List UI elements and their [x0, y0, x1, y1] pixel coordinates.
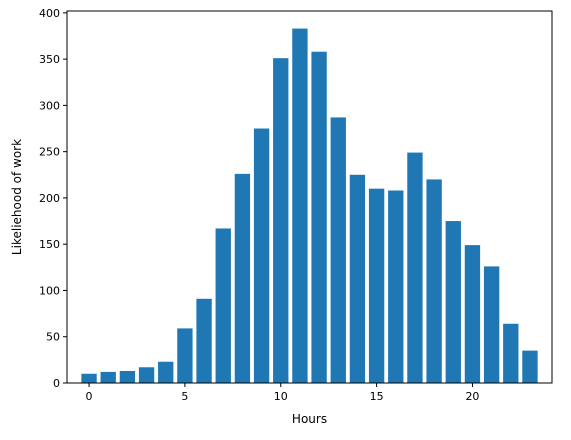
bar-hour-17 [407, 152, 423, 383]
x-axis-label: Hours [292, 412, 327, 426]
bar-hour-19 [445, 221, 461, 383]
bar-hour-12 [311, 51, 327, 383]
x-tick-label: 0 [86, 390, 93, 403]
y-axis-label: Likeliehood of work [10, 139, 24, 255]
bar-hour-21 [483, 266, 500, 383]
y-tick-label: 0 [53, 377, 60, 390]
plot-frame [66, 10, 553, 384]
y-tick-label: 50 [46, 331, 60, 344]
x-tick-label: 10 [274, 390, 288, 403]
bar-hour-0 [81, 373, 97, 383]
x-tick-label: 20 [465, 390, 479, 403]
y-tick-label: 100 [39, 284, 60, 297]
y-tick-label: 400 [39, 7, 60, 20]
bar-hour-16 [388, 190, 404, 383]
bar-hour-5 [177, 328, 193, 383]
bars-layer [81, 28, 538, 384]
bar-hour-13 [330, 117, 346, 384]
bar-hour-11 [292, 28, 308, 384]
bar-hour-3 [138, 367, 155, 383]
bar-hour-7 [215, 228, 231, 383]
bar-hour-23 [522, 350, 538, 383]
bar-hour-20 [464, 245, 481, 383]
x-tick-label: 15 [370, 390, 384, 403]
bar-hour-9 [253, 128, 270, 383]
x-axis-ticks: 0 5 10 15 20 [86, 383, 479, 403]
bar-hour-14 [349, 174, 366, 383]
bar-hour-4 [158, 361, 174, 383]
y-tick-label: 250 [39, 146, 60, 159]
y-tick-label: 300 [39, 99, 60, 112]
y-tick-label: 150 [39, 238, 60, 251]
y-tick-label: 200 [39, 192, 60, 205]
bar-hour-18 [426, 179, 442, 383]
bar-hour-6 [196, 298, 212, 383]
bar-hour-1 [100, 371, 116, 383]
bar-hour-8 [234, 173, 251, 383]
bar-hour-15 [368, 188, 385, 383]
bar-hour-22 [503, 323, 519, 383]
y-tick-label: 350 [39, 53, 60, 66]
bar-hour-10 [273, 58, 289, 383]
y-axis-ticks: 0 50 100 150 200 250 300 350 400 [39, 7, 67, 390]
x-tick-label: 5 [181, 390, 188, 403]
bar-hour-2 [119, 370, 136, 383]
